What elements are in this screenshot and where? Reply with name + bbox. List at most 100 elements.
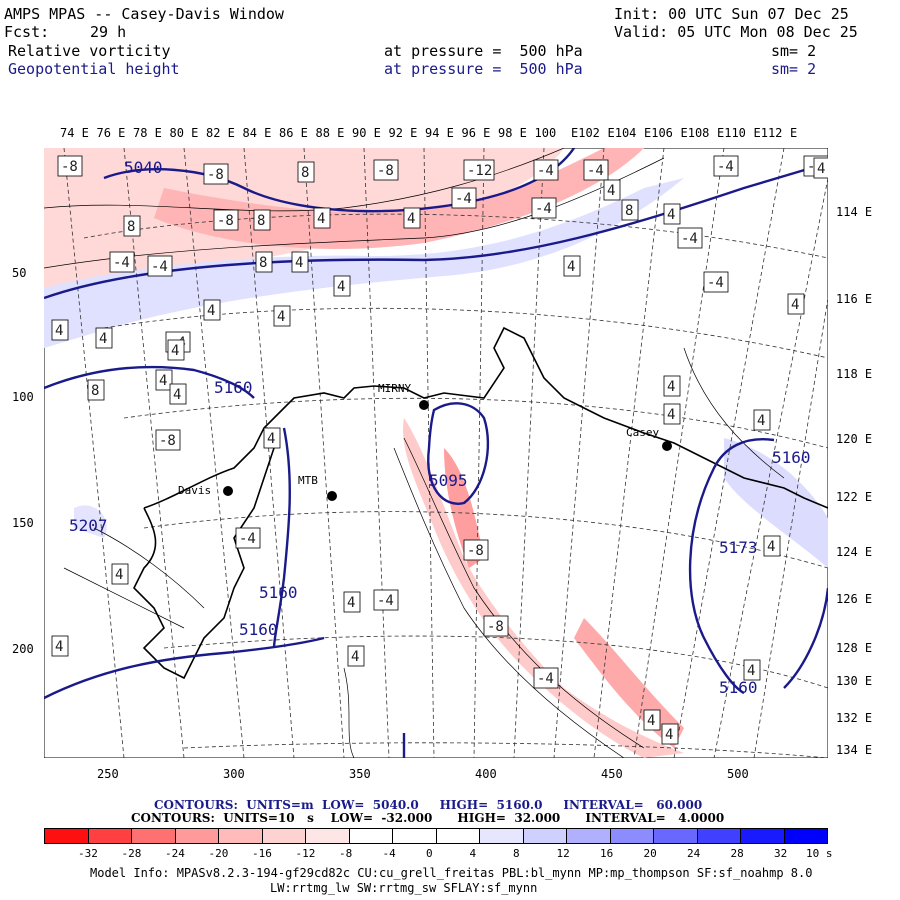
right-lon-label: 124 E [836, 545, 873, 559]
color-bar-swatch [741, 829, 785, 843]
svg-text:4: 4 [295, 255, 303, 271]
vort-label: 8 [253, 209, 271, 231]
height-label: 5040 [124, 158, 163, 177]
svg-text:-4: -4 [377, 593, 394, 609]
top-lon-label: 96 E [461, 126, 491, 140]
color-bar-swatch [610, 829, 654, 843]
svg-text:4: 4 [567, 259, 575, 275]
svg-text:8: 8 [625, 203, 633, 219]
color-bar-label: 8 [513, 847, 520, 860]
vort-label: 4 [111, 563, 129, 585]
station-label: Davis [178, 484, 211, 497]
top-lon-label: 78 E [133, 126, 162, 140]
color-bar-label: 0 [426, 847, 433, 860]
color-bar-swatch [436, 829, 480, 843]
svg-text:8: 8 [257, 213, 265, 229]
svg-text:4: 4 [667, 207, 675, 223]
color-bar-swatch [784, 829, 827, 843]
right-lon-label: 116 E [836, 292, 873, 306]
coastline [133, 326, 828, 680]
svg-text:4: 4 [99, 331, 107, 347]
field1-level: at pressure = 500 hPa [384, 42, 583, 60]
vort-label: 8 [621, 199, 639, 221]
color-bar-label: 16 [600, 847, 614, 860]
svg-text:4: 4 [747, 663, 755, 679]
svg-text:4: 4 [173, 387, 181, 403]
svg-text:4: 4 [667, 407, 675, 423]
vort-label: 4 [167, 339, 185, 361]
top-lon-label: E102 [571, 126, 600, 140]
right-lon-label: 132 E [836, 711, 873, 725]
x-axis-tick-label: 350 [349, 767, 371, 781]
color-bar-swatch [88, 829, 132, 843]
height-label: 5160 [772, 448, 811, 467]
svg-text:-8: -8 [487, 619, 504, 635]
vort-label: 4 [743, 659, 761, 681]
vort-label: -8 [483, 615, 509, 637]
vort-label: -4 [533, 667, 559, 689]
top-lon-label: 94 E [425, 126, 454, 140]
station-marker [419, 400, 429, 410]
color-bar-swatch [45, 829, 89, 843]
svg-text:4: 4 [55, 323, 63, 339]
height-labels: 5040 5160 5160 5160 5160 5160 5095 5207 5173 [69, 158, 811, 697]
vort-contour-info: CONTOURS: UNITS=10 s LOW= -32.000 HIGH= … [131, 811, 725, 825]
vort-label: 4 [51, 319, 69, 341]
vort-label: 4 [273, 305, 291, 327]
station-label: Casey [626, 426, 659, 439]
svg-text:-4: -4 [717, 159, 734, 175]
color-bar-label: -32 [78, 847, 98, 860]
svg-text:-12: -12 [467, 163, 492, 179]
top-lon-label: E104 [607, 126, 637, 140]
color-bar-label: 20 [643, 847, 657, 860]
vort-label: 4 [661, 723, 679, 745]
vort-label: -8 [155, 429, 181, 451]
station-marker [223, 486, 233, 496]
vort-label: 4 [787, 293, 805, 315]
svg-text:-8: -8 [159, 433, 176, 449]
vort-label: 8 [255, 251, 273, 273]
model-info-line1: Model Info: MPASv8.2.3-194-gf29cd82c CU:… [90, 866, 813, 880]
svg-text:4: 4 [767, 539, 775, 555]
top-lon-label: 86 E [279, 126, 308, 140]
init-time: Init: 00 UTC Sun 07 Dec 25 [614, 5, 849, 23]
right-lon-label: 126 E [836, 592, 873, 606]
vort-label: 4 [403, 207, 421, 229]
vort-label: 4 [263, 427, 281, 449]
svg-text:4: 4 [791, 297, 799, 313]
svg-text:-4: -4 [587, 163, 604, 179]
x-axis-tick-label: 500 [727, 767, 749, 781]
svg-text:-4: -4 [455, 191, 472, 207]
svg-text:4: 4 [647, 713, 655, 729]
svg-text:-8: -8 [207, 167, 224, 183]
svg-text:4: 4 [757, 413, 765, 429]
svg-text:-4: -4 [537, 671, 554, 687]
vort-label: 8 [123, 215, 141, 237]
height-label: 5160 [259, 583, 298, 602]
vort-label: 4 [333, 275, 351, 297]
svg-text:-8: -8 [377, 163, 394, 179]
svg-text:4: 4 [317, 211, 325, 227]
right-lon-label: 128 E [836, 641, 873, 655]
color-bar-swatch [219, 829, 263, 843]
vort-label: 4 [813, 157, 828, 179]
color-bar-label: -16 [252, 847, 272, 860]
color-bar-label: 28 [730, 847, 744, 860]
color-bar-swatch [393, 829, 437, 843]
svg-text:8: 8 [127, 219, 135, 235]
height-label: 5207 [69, 516, 108, 535]
color-bar-label: -8 [339, 847, 353, 860]
top-lon-label: 82 E [206, 126, 235, 140]
svg-text:4: 4 [665, 727, 673, 743]
color-bar-label: 24 [687, 847, 701, 860]
vort-label: -4 [235, 527, 261, 549]
svg-text:4: 4 [607, 183, 615, 199]
station-label: MTB [298, 474, 318, 487]
vort-label: 4 [313, 207, 331, 229]
vort-label: -4 [713, 155, 739, 177]
svg-text:-8: -8 [217, 213, 234, 229]
y-axis-tick-label: 150 [12, 516, 34, 530]
height-5160-mid [272, 427, 291, 649]
right-lon-label: 120 E [836, 432, 873, 446]
top-lon-label: 74 E [60, 126, 89, 140]
